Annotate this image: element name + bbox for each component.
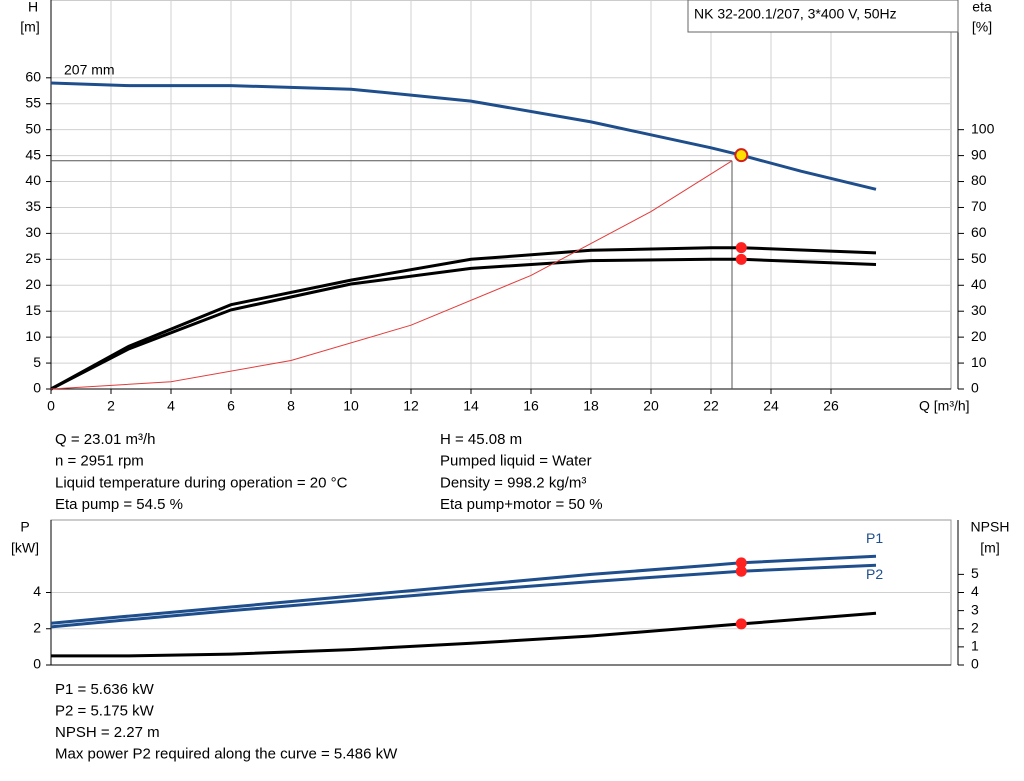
info-text: P2 = 5.175 kW xyxy=(55,702,155,719)
y-axis-label: P xyxy=(20,519,29,535)
y2-axis-label: eta xyxy=(972,0,992,15)
info-text: Density = 998.2 kg/m³ xyxy=(440,474,586,491)
y2-tick-label: 30 xyxy=(971,302,987,318)
y-tick-label: 35 xyxy=(25,198,41,214)
curve xyxy=(50,160,733,390)
x-tick-label: 12 xyxy=(403,398,419,414)
y2-tick-label: 4 xyxy=(971,583,979,599)
x-tick-label: 18 xyxy=(583,398,599,414)
y2-tick-label: 3 xyxy=(971,601,979,617)
curve-label: P2 xyxy=(866,566,883,582)
info-text: Eta pump+motor = 50 % xyxy=(440,496,603,513)
y-tick-label: 25 xyxy=(25,250,41,266)
operating-point xyxy=(734,148,749,163)
y-tick-label: 45 xyxy=(25,146,41,162)
y2-tick-label: 10 xyxy=(971,354,987,370)
x-tick-label: 14 xyxy=(463,398,479,414)
curve-annotation: 207 mm xyxy=(64,62,115,78)
x-tick-label: 4 xyxy=(167,398,175,414)
y2-tick-label: 1 xyxy=(971,638,979,654)
x-tick-label: 0 xyxy=(47,398,55,414)
info-text: P1 = 5.636 kW xyxy=(55,681,155,698)
title-box xyxy=(687,0,959,33)
y-tick-label: 50 xyxy=(25,120,41,136)
info-text: Liquid temperature during operation = 20… xyxy=(55,474,348,491)
y2-tick-label: 70 xyxy=(971,198,987,214)
x-tick-label: 8 xyxy=(287,398,295,414)
y2-axis-unit: [%] xyxy=(972,19,992,35)
x-tick-label: 10 xyxy=(343,398,359,414)
y-tick-label: 10 xyxy=(25,328,41,344)
info-text: H = 45.08 m xyxy=(440,431,522,448)
y2-tick-label: 0 xyxy=(971,380,979,396)
y2-tick-label: 90 xyxy=(971,146,987,162)
x-tick-label: 26 xyxy=(823,398,839,414)
y-tick-label: 2 xyxy=(33,619,41,635)
y2-axis-label: NPSH xyxy=(971,519,1010,535)
curve xyxy=(50,81,877,191)
y2-axis-unit: [m] xyxy=(980,540,999,556)
x-tick-label: 6 xyxy=(227,398,235,414)
operating-point xyxy=(735,618,747,630)
x-tick-label: 24 xyxy=(763,398,779,414)
curve xyxy=(50,246,877,391)
y-axis-label: H xyxy=(28,0,38,15)
info-text: Q = 23.01 m³/h xyxy=(55,431,155,448)
y-tick-label: 15 xyxy=(25,302,41,318)
y2-tick-label: 0 xyxy=(971,656,979,672)
y-tick-label: 55 xyxy=(25,94,41,110)
operating-point xyxy=(735,557,747,569)
y-tick-label: 20 xyxy=(25,276,41,292)
y-tick-label: 5 xyxy=(33,354,41,370)
y-tick-label: 0 xyxy=(33,380,41,396)
y-axis-unit: [m] xyxy=(20,19,39,35)
x-tick-label: 16 xyxy=(523,398,539,414)
info-text: NPSH = 2.27 m xyxy=(55,724,160,741)
curve xyxy=(51,611,877,658)
y2-tick-label: 40 xyxy=(971,276,987,292)
info-text: Max power P2 required along the curve = … xyxy=(55,745,398,762)
y-tick-label: 40 xyxy=(25,172,41,188)
y2-tick-label: 20 xyxy=(971,328,987,344)
info-text: Pumped liquid = Water xyxy=(440,453,592,470)
y2-tick-label: 80 xyxy=(971,172,987,188)
x-tick-label: 2 xyxy=(107,398,115,414)
x-axis-label: Q [m³/h] xyxy=(919,398,970,414)
y2-tick-label: 2 xyxy=(971,619,979,635)
y-tick-label: 0 xyxy=(33,656,41,672)
y-tick-label: 60 xyxy=(25,69,41,85)
chart-title: NK 32-200.1/207, 3*400 V, 50Hz xyxy=(694,6,897,22)
curve xyxy=(50,563,877,629)
y-tick-label: 30 xyxy=(25,224,41,240)
info-text: Eta pump = 54.5 % xyxy=(55,496,183,513)
curve-label: P1 xyxy=(866,530,883,546)
curve xyxy=(50,257,877,391)
y-tick-label: 4 xyxy=(33,583,41,599)
operating-point xyxy=(735,242,747,254)
curve xyxy=(50,554,877,625)
info-text: n = 2951 rpm xyxy=(55,453,144,470)
y-axis-unit: [kW] xyxy=(11,540,39,556)
y2-tick-label: 5 xyxy=(971,565,979,581)
y2-tick-label: 60 xyxy=(971,224,987,240)
y2-tick-label: 100 xyxy=(971,120,995,136)
operating-point xyxy=(735,253,747,265)
x-tick-label: 20 xyxy=(643,398,659,414)
y2-tick-label: 50 xyxy=(971,250,987,266)
x-tick-label: 22 xyxy=(703,398,719,414)
operating-point xyxy=(735,565,747,577)
